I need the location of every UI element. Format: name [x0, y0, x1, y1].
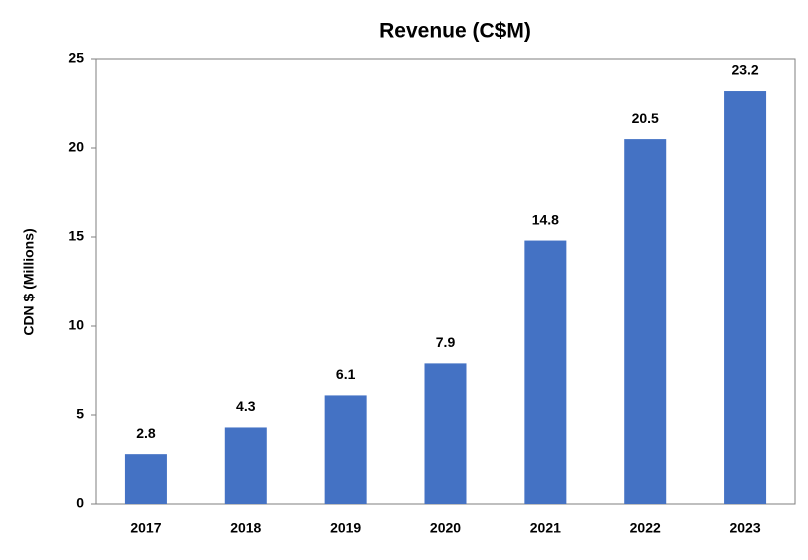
x-tick-label: 2021 — [530, 520, 561, 536]
y-tick-label: 20 — [68, 139, 84, 155]
data-label: 23.2 — [731, 62, 758, 78]
data-label: 14.8 — [532, 211, 559, 227]
data-label: 4.3 — [236, 398, 256, 414]
x-tick-label: 2017 — [130, 520, 161, 536]
bar — [124, 454, 167, 504]
data-label: 7.9 — [436, 334, 456, 350]
data-label: 2.8 — [136, 425, 156, 441]
data-label: 6.1 — [336, 366, 356, 382]
y-tick-label: 0 — [76, 495, 84, 511]
chart-title: Revenue (C$M) — [379, 20, 531, 43]
bar — [524, 240, 567, 504]
y-tick-label: 5 — [76, 406, 84, 422]
x-tick-label: 2019 — [330, 520, 361, 536]
y-tick-label: 25 — [68, 50, 84, 66]
y-tick-label: 10 — [68, 317, 84, 333]
y-tick-label: 15 — [68, 228, 84, 244]
data-label: 20.5 — [632, 110, 659, 126]
bar — [424, 363, 467, 504]
x-tick-label: 2023 — [729, 520, 760, 536]
y-axis-label: CDN $ (Millions) — [21, 228, 37, 335]
bar — [724, 91, 767, 504]
x-tick-label: 2022 — [630, 520, 661, 536]
bar — [624, 139, 667, 504]
bar — [224, 427, 267, 504]
x-tick-label: 2018 — [230, 520, 261, 536]
bar — [324, 395, 367, 504]
x-tick-label: 2020 — [430, 520, 461, 536]
